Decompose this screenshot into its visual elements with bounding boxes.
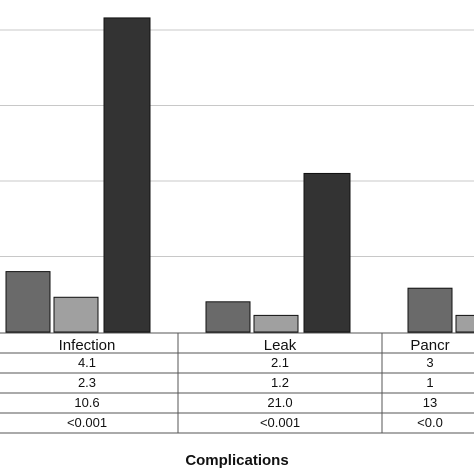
table-cell: 13 — [422, 395, 438, 410]
table-grid — [0, 332, 474, 434]
table-header-infection: Infection — [58, 337, 116, 354]
table-cell: 21.0 — [267, 395, 293, 410]
bar-infection-s2 — [53, 296, 99, 333]
table-cell: 2.3 — [77, 375, 97, 390]
table-cell: <0.001 — [259, 415, 301, 430]
bar-leak-s3 — [303, 172, 351, 333]
table-cell: <0.0 — [417, 415, 443, 430]
table-cell: 2.1 — [270, 355, 290, 370]
bar-leak-s1 — [205, 301, 251, 333]
x-axis-label: Complications — [185, 452, 289, 469]
bar-pancr-s1 — [407, 287, 453, 333]
gridlines — [0, 29, 474, 257]
bars — [5, 17, 474, 333]
table-cell: 4.1 — [77, 355, 97, 370]
table-cell: <0.001 — [66, 415, 108, 430]
table-cell: 10.6 — [74, 395, 100, 410]
bar-infection-s1 — [5, 271, 51, 333]
bar-pancr-s2 — [455, 314, 474, 333]
bar-infection-s3 — [103, 17, 151, 333]
table-cell: 1 — [426, 375, 434, 390]
table-cell: 3 — [426, 355, 434, 370]
table-header-pancr: Pancr — [410, 337, 450, 354]
table-cell: 1.2 — [270, 375, 290, 390]
table-header-leak: Leak — [263, 337, 297, 354]
bar-leak-s2 — [253, 314, 299, 333]
